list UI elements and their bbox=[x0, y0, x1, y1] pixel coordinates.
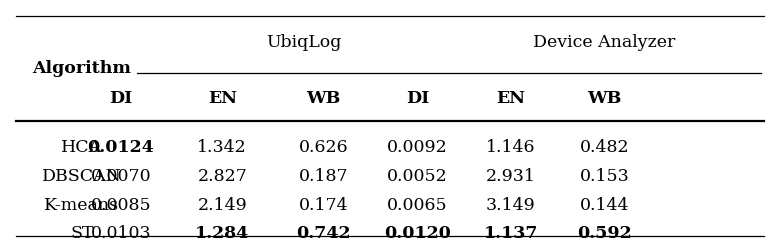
Text: 3.149: 3.149 bbox=[486, 197, 536, 214]
Text: EN: EN bbox=[496, 90, 526, 107]
Text: UbiqLog: UbiqLog bbox=[267, 34, 342, 51]
Text: 0.0120: 0.0120 bbox=[384, 225, 451, 242]
Text: 2.149: 2.149 bbox=[197, 197, 247, 214]
Text: 0.0070: 0.0070 bbox=[90, 168, 151, 185]
Text: 0.0092: 0.0092 bbox=[387, 139, 448, 156]
Text: WB: WB bbox=[587, 90, 622, 107]
Text: 0.0065: 0.0065 bbox=[387, 197, 448, 214]
Text: 1.342: 1.342 bbox=[197, 139, 247, 156]
Text: 0.0103: 0.0103 bbox=[90, 225, 151, 242]
Text: 1.137: 1.137 bbox=[484, 225, 538, 242]
Text: HCA: HCA bbox=[62, 139, 102, 156]
Text: 0.482: 0.482 bbox=[580, 139, 629, 156]
Text: 1.284: 1.284 bbox=[195, 225, 250, 242]
Text: DI: DI bbox=[406, 90, 429, 107]
Text: DBSCAN: DBSCAN bbox=[42, 168, 122, 185]
Text: Algorithm: Algorithm bbox=[33, 60, 131, 77]
Text: ST: ST bbox=[70, 225, 94, 242]
Text: 0.187: 0.187 bbox=[299, 168, 349, 185]
Text: 0.144: 0.144 bbox=[580, 197, 629, 214]
Text: WB: WB bbox=[307, 90, 341, 107]
Text: 0.592: 0.592 bbox=[577, 225, 632, 242]
Text: 0.0052: 0.0052 bbox=[387, 168, 448, 185]
Text: 2.931: 2.931 bbox=[486, 168, 536, 185]
Text: Device Analyzer: Device Analyzer bbox=[534, 34, 675, 51]
Text: 1.146: 1.146 bbox=[486, 139, 536, 156]
Text: K-means: K-means bbox=[44, 197, 119, 214]
Text: 0.626: 0.626 bbox=[299, 139, 349, 156]
Text: DI: DI bbox=[109, 90, 133, 107]
Text: EN: EN bbox=[207, 90, 237, 107]
Text: 2.827: 2.827 bbox=[197, 168, 247, 185]
Text: 0.153: 0.153 bbox=[580, 168, 629, 185]
Text: 0.742: 0.742 bbox=[296, 225, 351, 242]
Text: 0.0085: 0.0085 bbox=[90, 197, 151, 214]
Text: 0.174: 0.174 bbox=[299, 197, 349, 214]
Text: 0.0124: 0.0124 bbox=[87, 139, 154, 156]
